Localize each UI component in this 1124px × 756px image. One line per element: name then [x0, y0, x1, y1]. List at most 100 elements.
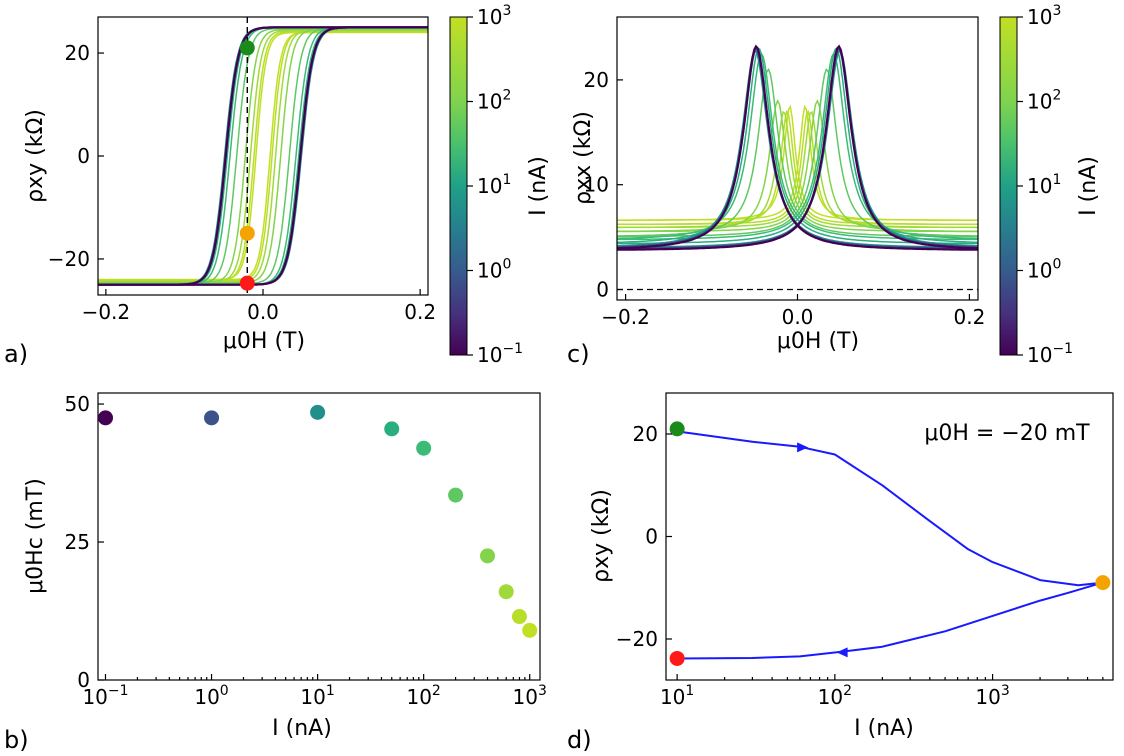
y-tick-label: −20	[616, 627, 658, 651]
colorbar-tick-label: 102	[477, 88, 511, 114]
coercive-field-point	[204, 410, 220, 426]
hysteresis-curve-down	[98, 29, 428, 283]
x-axis-label: I (nA)	[854, 716, 914, 741]
x-tick-label: 0.0	[782, 305, 814, 329]
x-tick-label-base: 10	[975, 685, 1000, 709]
colorbar-tick-label-exponent: 3	[1052, 3, 1061, 19]
colorbar-label: I (nA)	[1076, 156, 1101, 216]
x-tick-label: 10−1	[82, 683, 128, 709]
y-tick-label: 0	[77, 144, 90, 168]
y-tick-label: 0	[77, 668, 90, 692]
colorbar-tick-label-base: 10	[477, 174, 502, 198]
state-marker-orange	[1095, 575, 1111, 591]
panel-label-a: a)	[4, 340, 28, 368]
sweep-curve-decreasing	[677, 581, 1104, 660]
x-tick-label: 0.2	[404, 300, 436, 324]
colorbar-tick-label: 10−1	[477, 341, 523, 367]
coercive-field-point	[480, 548, 496, 564]
x-axis-label: μ0H (T)	[223, 329, 305, 354]
x-tick-label-exponent: 1	[326, 683, 335, 699]
colorbar-tick-label-base: 10	[1027, 174, 1052, 198]
y-axis-label: μ0Hc (mT)	[23, 478, 48, 594]
colorbar-tick-label: 102	[1027, 88, 1061, 114]
colorbar-tick-label-base: 10	[1027, 259, 1052, 283]
x-tick-label: −0.2	[82, 300, 131, 324]
colorbar-tick-label: 10−1	[1027, 341, 1073, 367]
coercive-field-point	[416, 440, 432, 456]
colorbar-gradient	[449, 16, 468, 356]
x-tick-label-base: 10	[300, 685, 325, 709]
panel-label-c: c)	[567, 340, 590, 368]
colorbar-tick-label-base: 10	[477, 343, 502, 367]
resistance-peak-curve	[617, 99, 978, 233]
y-tick-label: 50	[65, 392, 90, 416]
x-tick-label-exponent: 3	[1001, 683, 1010, 699]
state-marker-green	[239, 40, 255, 56]
colorbar-tick-label-base: 10	[1027, 90, 1052, 114]
y-tick-label: 20	[633, 422, 658, 446]
y-tick-label: 25	[65, 530, 90, 554]
sweep-curve-increasing	[676, 430, 1103, 587]
colorbar-tick-label-base: 10	[1027, 343, 1052, 367]
x-tick-label-exponent: 2	[432, 683, 441, 699]
x-tick-label-exponent: −1	[108, 683, 129, 699]
x-tick-label-exponent: 2	[843, 683, 852, 699]
x-tick-label-base: 10	[82, 685, 107, 709]
coercive-field-point	[522, 622, 538, 638]
coercive-field-point	[97, 410, 113, 426]
colorbar-tick-label-exponent: 1	[502, 172, 511, 188]
colorbar-tick-label-exponent: 0	[1052, 257, 1061, 273]
y-tick-label: −20	[48, 247, 90, 271]
y-axis-label: ρxx (kΩ)	[571, 111, 596, 205]
colorbar-tick-label: 103	[477, 3, 511, 29]
resistance-peak-curve	[617, 104, 978, 221]
panel-label-d: d)	[567, 726, 592, 754]
colorbar-tick-label-exponent: 2	[502, 88, 511, 104]
coercive-field-point	[448, 487, 464, 503]
x-tick-label-exponent: 0	[220, 683, 229, 699]
x-tick-label-base: 10	[513, 685, 538, 709]
resistance-peak-curve	[617, 110, 978, 229]
resistance-peak-curve	[617, 44, 978, 251]
panel-label-b: b)	[4, 726, 29, 754]
x-tick-label: 102	[406, 683, 440, 709]
colorbar-tick-label: 103	[1027, 3, 1061, 29]
x-tick-label-exponent: 3	[538, 683, 547, 699]
colorbar-tick-label: 101	[477, 172, 511, 198]
coercive-field-point	[498, 584, 514, 600]
colorbar-tick-label-exponent: 2	[1052, 88, 1061, 104]
state-marker-red	[669, 650, 685, 666]
y-tick-label: 10	[584, 173, 609, 197]
y-tick-label: 0	[645, 525, 658, 549]
y-tick-label: 0	[596, 278, 609, 302]
y-axis-label: ρxy (kΩ)	[589, 489, 614, 583]
y-axis-label: ρxy (kΩ)	[23, 109, 48, 203]
coercive-field-point	[310, 404, 326, 420]
state-marker-red	[239, 275, 255, 291]
coercive-field-point	[511, 609, 527, 625]
colorbar-tick-label-exponent: 1	[1052, 172, 1061, 188]
colorbar-tick-label-exponent: −1	[502, 341, 523, 357]
panel-a: −0.2 0.0 0.2 −20 0 20 a)	[4, 16, 436, 368]
y-tick-label: 20	[584, 68, 609, 92]
state-marker-green	[669, 421, 685, 437]
hysteresis-curve-down	[98, 30, 428, 282]
x-tick-label: 101	[300, 683, 334, 709]
colorbar-tick-label-exponent: −1	[1052, 341, 1073, 357]
hysteresis-curve-down	[98, 26, 428, 286]
x-tick-label: 0.0	[247, 300, 279, 324]
state-marker-orange	[239, 225, 255, 241]
x-tick-label-exponent: 1	[685, 683, 694, 699]
x-tick-label: 102	[818, 683, 852, 709]
x-tick-label: −0.2	[601, 305, 650, 329]
panel-a-curves	[98, 26, 428, 286]
resistance-peak-curve	[617, 109, 978, 226]
x-tick-label: 103	[513, 683, 547, 709]
colorbar-label: I (nA)	[526, 156, 551, 216]
colorbar-tick-label-base: 10	[477, 90, 502, 114]
colorbar-gradient	[999, 16, 1018, 356]
